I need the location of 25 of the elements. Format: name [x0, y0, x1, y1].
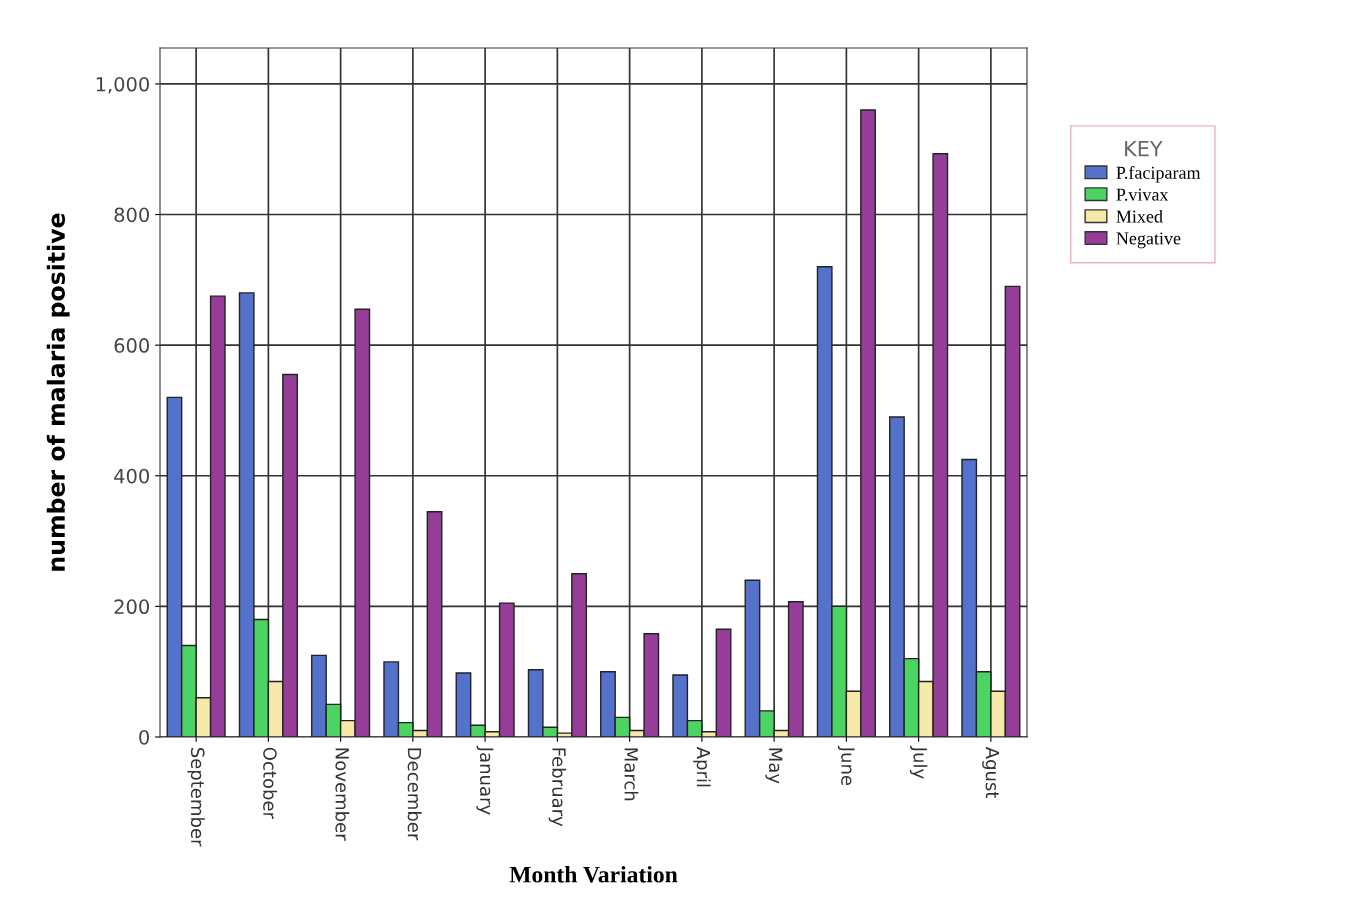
y-tick-label: 400	[114, 468, 149, 484]
y-tick-label: 200	[114, 599, 149, 615]
y-tick-label: 0	[139, 729, 149, 745]
y-tick-label: 800	[114, 207, 149, 223]
x-tick-label: March	[624, 748, 639, 801]
x-tick-label: December	[407, 748, 422, 841]
legend-title: KEY	[1125, 141, 1163, 157]
x-tick-label: January	[476, 745, 494, 815]
x-axis-title: Month Variation	[509, 865, 678, 883]
x-tick-label: February	[548, 748, 567, 827]
x-tick-label: Agust	[982, 746, 1000, 799]
x-tick-label: October	[263, 747, 278, 819]
legend-label: Negative	[1116, 232, 1181, 249]
legend-label: Mixed	[1116, 209, 1163, 223]
legend-label: P.faciparam	[1116, 165, 1201, 183]
x-tick-label: July	[909, 745, 928, 779]
x-tick-label: November	[335, 748, 350, 841]
x-tick-label: April	[693, 746, 711, 787]
y-tick-label: 600	[114, 338, 149, 353]
legend-label: P.vivax	[1116, 188, 1169, 201]
x-tick-label: June	[837, 745, 855, 786]
y-axis-title: number of malaria positive	[46, 213, 70, 571]
x-tick-label: September	[187, 747, 205, 847]
y-tick-label: 1,000	[96, 76, 149, 94]
x-tick-label: May	[765, 748, 783, 784]
